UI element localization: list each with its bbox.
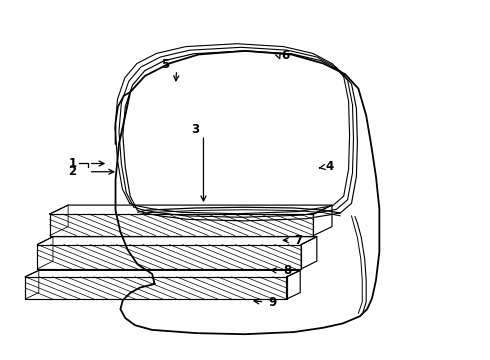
Text: 9: 9 bbox=[268, 296, 276, 309]
Text: 7: 7 bbox=[294, 234, 302, 247]
Text: 5: 5 bbox=[161, 58, 169, 71]
Text: 6: 6 bbox=[282, 49, 290, 62]
Text: 2: 2 bbox=[68, 165, 76, 177]
Text: 3: 3 bbox=[191, 123, 199, 136]
Text: 1: 1 bbox=[68, 157, 76, 170]
Text: 4: 4 bbox=[326, 160, 334, 173]
Text: 8: 8 bbox=[283, 264, 292, 277]
